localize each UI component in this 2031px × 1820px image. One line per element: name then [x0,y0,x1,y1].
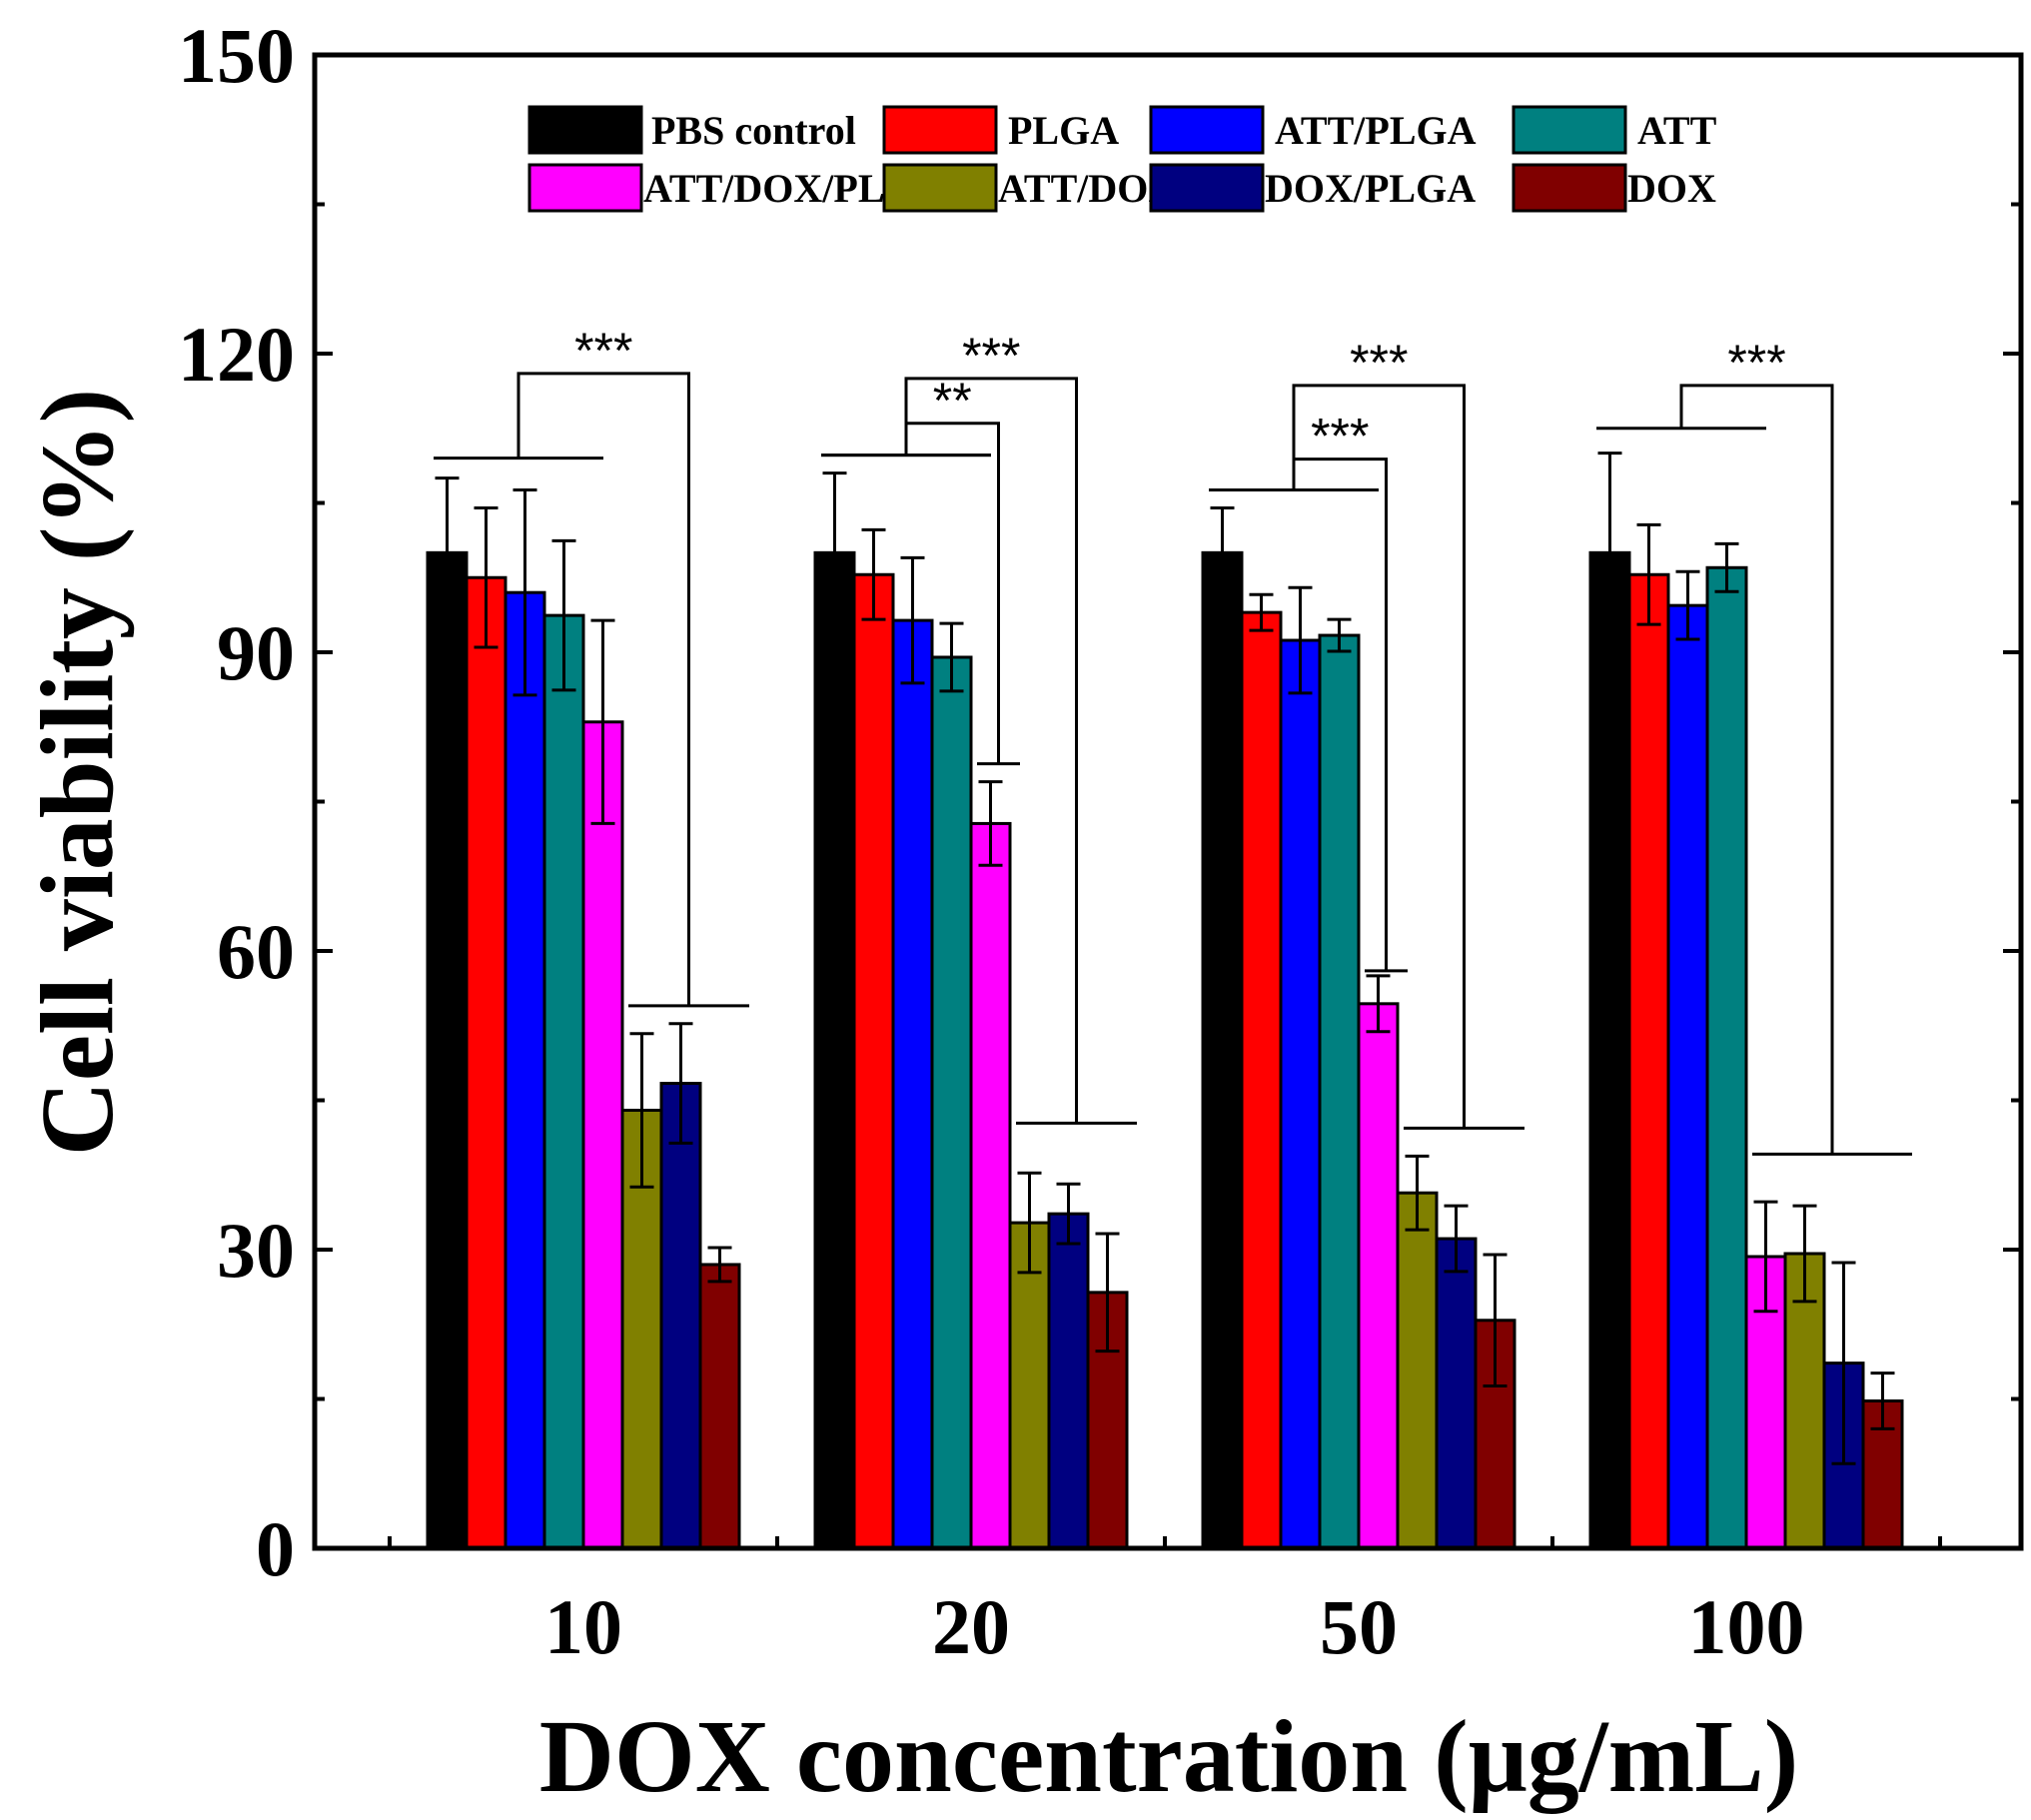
bar [465,575,508,1550]
sig-bracket [904,377,1078,1124]
y-tick-label: 0 [256,1505,295,1592]
bar [813,550,856,1550]
legend-label: DOX/PLGA [1265,166,1476,211]
y-axis-title: Cell viability (%) [20,389,135,1156]
bar [891,618,934,1550]
legend-swatch [1512,163,1627,213]
x-axis-title: DOX concentration (μg/mL) [539,1699,1799,1814]
bar [504,590,546,1550]
significance-label: *** [1727,335,1785,391]
bars-layer [426,550,1904,1550]
y-tick-label: 120 [178,311,295,398]
bar [930,655,973,1550]
y-tick-label: 150 [178,12,295,99]
bar [581,720,624,1550]
axis-layer: 0 30 60 90 120 150 10 20 50 100 [178,12,2021,1670]
bar [542,613,585,1550]
legend-swatch [527,163,643,213]
x-tick-label: 20 [932,1583,1010,1670]
sig-bracket [904,422,1000,764]
significance-label: ** [933,373,972,429]
sig-bracket [1292,384,1466,1129]
legend-swatch [527,105,643,155]
significance-label: *** [1311,409,1369,464]
sig-bracket [1292,457,1388,971]
y-tick-label: 90 [217,609,295,696]
bar [698,1263,741,1550]
y-tick-label: 30 [217,1207,295,1294]
sig-bracket [516,372,690,1006]
bar [1279,638,1322,1550]
legend-swatch [1149,105,1265,155]
bar [1047,1212,1090,1550]
bar [1396,1191,1439,1550]
y-tick-label: 60 [217,908,295,995]
bar [1705,565,1748,1550]
legend-label: ATT [1637,108,1717,153]
significance-label: *** [574,323,632,379]
legend-swatch [882,105,998,155]
significance-label: *** [962,328,1020,384]
legend-label: PLGA [1008,108,1119,153]
bar [1627,572,1670,1550]
bar [1435,1237,1478,1550]
error-bars-layer [435,452,1895,1465]
significance-layer: *** ************** [434,323,1912,1156]
legend-swatch [1149,163,1265,213]
x-tick-label: 100 [1688,1583,1805,1670]
x-tick-label: 10 [544,1583,622,1670]
bar [852,572,895,1550]
legend-swatch [882,163,998,213]
legend-label: PBS control [651,108,856,153]
bar [1318,633,1361,1550]
legend-label: DOX [1627,166,1716,211]
significance-label: *** [1350,335,1408,391]
bar [1588,550,1631,1550]
bar [1201,550,1244,1550]
bar [1240,610,1283,1550]
bar [426,550,469,1550]
legend-label: ATT/DOX [998,166,1177,211]
legend-label: ATT/PLGA [1275,108,1477,153]
bar [659,1082,702,1550]
bar [1666,603,1709,1550]
bar [1357,1002,1400,1550]
x-tick-label: 50 [1320,1583,1398,1670]
legend-swatch [1512,105,1627,155]
bar [969,821,1012,1550]
sig-bracket [1679,384,1834,1155]
